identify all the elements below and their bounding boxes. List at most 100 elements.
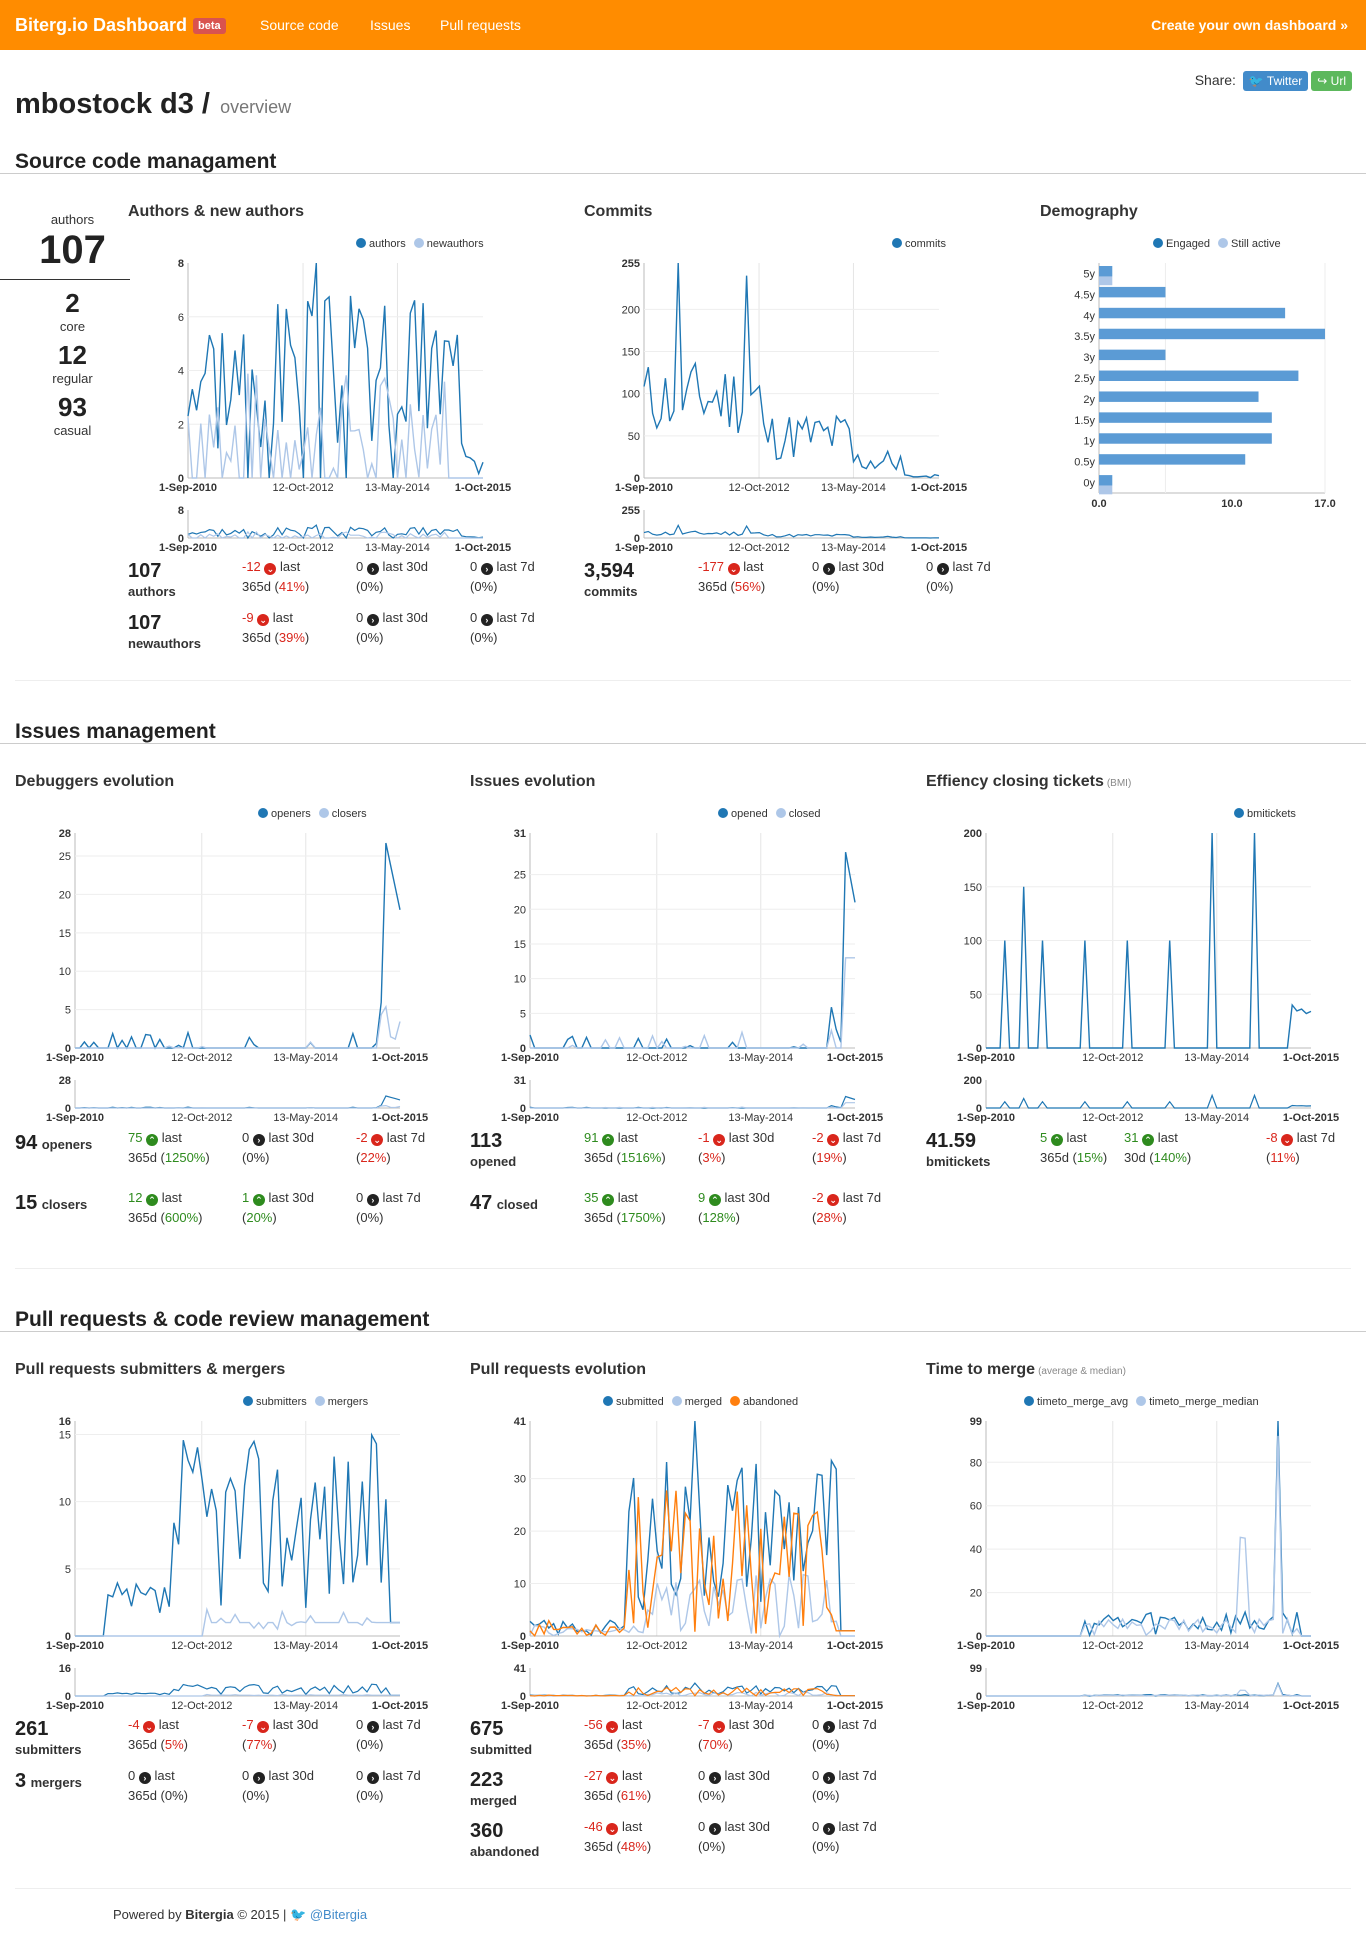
delta-commits-year: -177 ⌄ last 365d (56%) xyxy=(698,557,808,597)
delta-percent: 70% xyxy=(702,1737,729,1752)
ttm-legend-item[interactable]: timeto_merge_median xyxy=(1136,1396,1259,1408)
stat-label: merged xyxy=(470,1793,517,1808)
mini-y-tick: 99 xyxy=(970,1663,982,1675)
delta-period: ( xyxy=(242,1150,247,1165)
demography-category-label: 4.5y xyxy=(1074,289,1095,301)
y-tick-label: 0 xyxy=(520,1043,526,1055)
delta-period: last xyxy=(276,559,301,574)
delta-paren: ) xyxy=(1295,1150,1300,1165)
arrow-up-icon: ⌃ xyxy=(146,1194,159,1206)
issues-legend-item[interactable]: closed xyxy=(775,808,821,820)
x-tick-label: 1-Sep-2010 xyxy=(957,1640,1015,1652)
x-tick-label: 1-Oct-2015 xyxy=(1283,1052,1339,1064)
prevo-legend-item[interactable]: abandoned xyxy=(730,1396,798,1408)
delta-value: 0 xyxy=(356,559,367,574)
ttm-chart-title: Time to merge (average & median) xyxy=(926,1361,1126,1379)
delta-value: 0 xyxy=(128,1768,139,1783)
demography-engaged-bar xyxy=(1099,349,1166,361)
demography-category-label: 4y xyxy=(1083,310,1095,322)
ttm-legend-item[interactable]: timeto_merge_avg xyxy=(1024,1396,1128,1408)
nav-source-code[interactable]: Source code xyxy=(260,17,339,33)
delta-period: ( xyxy=(356,1788,361,1803)
brand-link[interactable]: Biterg.io Dashboard beta xyxy=(15,15,226,36)
prsub-legend-item[interactable]: submitters xyxy=(243,1396,307,1408)
bmi-legend-item[interactable]: bmitickets xyxy=(1234,808,1296,820)
delta-percent: 0% xyxy=(246,1788,266,1803)
demography-legend-item[interactable]: Still active xyxy=(1218,238,1281,250)
delta-value: -2 xyxy=(356,1130,372,1145)
twitter-icon: 🐦 xyxy=(1248,74,1264,88)
share-url-button[interactable]: ↪ Url xyxy=(1311,71,1352,91)
mini-y-tick: 0 xyxy=(520,1103,526,1115)
mini-x-tick-label: 12-Oct-2012 xyxy=(1082,1112,1143,1124)
authors-legend-item[interactable]: newauthors xyxy=(413,238,484,250)
arrow-right-icon: › xyxy=(366,1721,379,1733)
mini-x-tick-label: 13-May-2014 xyxy=(365,542,430,554)
delta-percent: 0% xyxy=(474,630,494,645)
authors-series-line xyxy=(187,373,483,479)
y-tick-label: 60 xyxy=(970,1501,982,1513)
mini-y-tick: 31 xyxy=(514,1075,526,1087)
y-tick-label: 0 xyxy=(178,473,184,485)
stat-value: 3 xyxy=(15,1770,27,1792)
authors-chart-title: Authors & new authors xyxy=(128,203,304,221)
footer-twitter-link[interactable]: 🐦 @Bitergia xyxy=(290,1907,368,1922)
prevo-legend-item[interactable]: merged xyxy=(671,1396,722,1408)
nav-pull-requests[interactable]: Pull requests xyxy=(440,17,521,33)
legend-dot-icon xyxy=(413,238,424,248)
bitergia-logo[interactable]: Bitergia xyxy=(185,1907,234,1922)
stat-value: 47 xyxy=(470,1192,493,1214)
demography-chart-title: Demography xyxy=(1040,203,1138,221)
prsub-legend-item[interactable]: mergers xyxy=(314,1396,369,1408)
delta-period: last 30d xyxy=(720,1768,770,1783)
authors-legend-item[interactable]: authors xyxy=(356,238,406,250)
arrow-right-icon: › xyxy=(822,1721,835,1733)
share-twitter-button[interactable]: 🐦 Twitter xyxy=(1242,71,1309,91)
delta-period: 365d ( xyxy=(698,579,735,594)
mini-x-tick-label: 13-May-2014 xyxy=(273,1700,338,1712)
mini-x-tick-label: 13-May-2014 xyxy=(728,1700,793,1712)
arrow-down-icon: ⌄ xyxy=(713,1721,726,1733)
prsub-chart-title: Pull requests submitters & mergers xyxy=(15,1361,285,1379)
nav-issues[interactable]: Issues xyxy=(370,17,411,33)
x-tick-label: 12-Oct-2012 xyxy=(1082,1640,1143,1652)
stat-bmi: 41.59 bmitickets xyxy=(926,1130,990,1171)
legend-dot-icon xyxy=(1234,808,1244,818)
legend-dot-icon xyxy=(892,238,902,248)
mini-y-tick: 0 xyxy=(178,533,184,545)
legend-label: mergers xyxy=(327,1396,369,1408)
url-label: Url xyxy=(1330,74,1346,88)
core-label: core xyxy=(59,319,86,334)
arrow-right-icon: › xyxy=(708,1823,721,1835)
y-tick-label: 4 xyxy=(178,366,184,378)
delta-abandoned-year: -46 ⌄ last 365d (48%) xyxy=(584,1817,694,1857)
delta-percent: 22% xyxy=(360,1150,387,1165)
commits-title-text: Commits xyxy=(584,203,653,220)
section-title-issues: Issues management xyxy=(15,720,216,743)
arrow-down-icon: ⌄ xyxy=(827,1134,840,1146)
demography-legend-item[interactable]: Engaged xyxy=(1153,238,1210,250)
mini-y-tick: 0 xyxy=(976,1103,982,1115)
delta-period: last 7d xyxy=(492,559,535,574)
delta-period: ( xyxy=(698,1150,703,1165)
brand-text[interactable]: Biterg.io Dashboard xyxy=(15,15,188,35)
delta-period: 365d ( xyxy=(1040,1150,1077,1165)
demography-engaged-bar xyxy=(1099,412,1272,423)
delta-value: 91 xyxy=(584,1130,603,1145)
debuggers-legend-item[interactable]: closers xyxy=(318,808,367,820)
issues-legend-item[interactable]: opened xyxy=(718,808,768,820)
prevo-legend-item[interactable]: submitted xyxy=(603,1396,664,1408)
commits-legend-item[interactable]: commits xyxy=(892,238,946,250)
arrow-up-icon: ⌃ xyxy=(708,1194,721,1206)
x-tick-label: 1-Oct-2015 xyxy=(827,1640,883,1652)
delta-paren: ) xyxy=(835,1737,840,1752)
debuggers-legend-item[interactable]: openers xyxy=(258,808,311,820)
demography-category-label: 2y xyxy=(1083,394,1095,406)
create-dashboard-link[interactable]: Create your own dashboard » xyxy=(1151,17,1348,33)
y-tick-label: 28 xyxy=(59,828,71,840)
delta-paren: ) xyxy=(735,1210,740,1225)
y-tick-label: 200 xyxy=(964,828,982,840)
commits-series-line xyxy=(643,262,940,479)
arrow-up-icon: ⌃ xyxy=(602,1194,615,1206)
x-tick-label: 1-Sep-2010 xyxy=(46,1052,104,1064)
